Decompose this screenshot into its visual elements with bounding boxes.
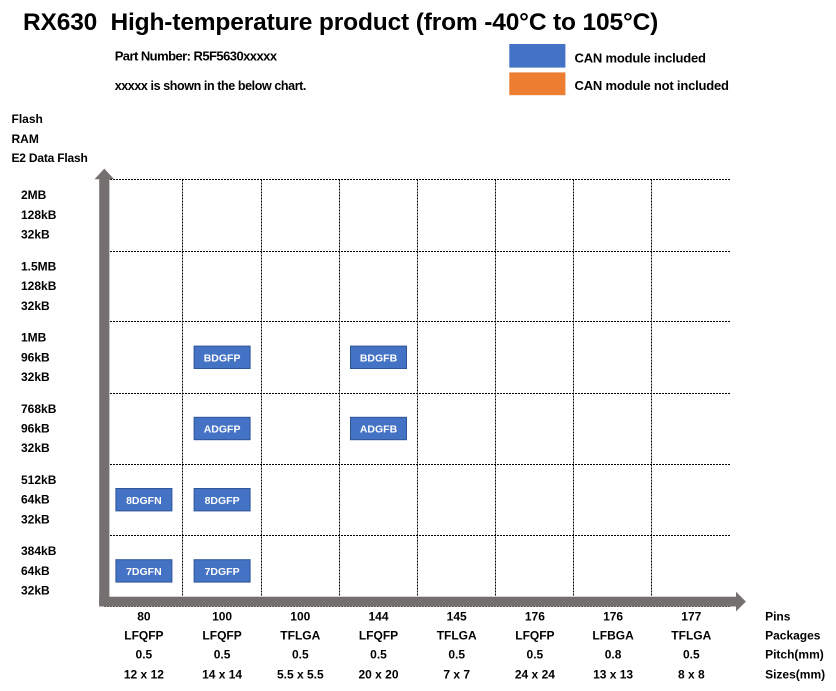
svg-text:LFQFP: LFQFP xyxy=(515,628,554,642)
svg-text:8 x 8: 8 x 8 xyxy=(678,668,705,682)
svg-text:Pins: Pins xyxy=(765,610,791,624)
svg-text:RAM: RAM xyxy=(12,132,39,146)
svg-text:0.5: 0.5 xyxy=(136,648,153,662)
svg-text:100: 100 xyxy=(212,610,232,624)
svg-text:1.5MB: 1.5MB xyxy=(21,259,57,273)
svg-text:145: 145 xyxy=(447,610,467,624)
svg-text:BDGFB: BDGFB xyxy=(360,353,398,365)
svg-text:96kB: 96kB xyxy=(21,350,50,364)
svg-text:TFLGA: TFLGA xyxy=(671,628,711,642)
svg-text:5.5 x 5.5: 5.5 x 5.5 xyxy=(277,668,324,682)
svg-text:20 x 20: 20 x 20 xyxy=(358,668,398,682)
svg-text:ADGFP: ADGFP xyxy=(204,424,241,436)
svg-text:BDGFP: BDGFP xyxy=(204,353,241,365)
svg-text:32kB: 32kB xyxy=(21,584,50,598)
svg-text:LFQFP: LFQFP xyxy=(359,628,398,642)
svg-text:7DGFP: 7DGFP xyxy=(205,566,240,578)
svg-text:0.5: 0.5 xyxy=(527,648,544,662)
svg-text:RX630 High-temperature produc: RX630 High-temperature product (from -40… xyxy=(23,9,658,36)
svg-text:0.5: 0.5 xyxy=(214,648,231,662)
svg-text:768kB: 768kB xyxy=(21,402,57,416)
svg-text:0.5: 0.5 xyxy=(448,648,465,662)
svg-text:128kB: 128kB xyxy=(21,279,57,293)
svg-text:128kB: 128kB xyxy=(21,208,57,222)
svg-text:512kB: 512kB xyxy=(21,473,57,487)
svg-text:E2 Data Flash: E2 Data Flash xyxy=(12,151,88,165)
svg-text:80: 80 xyxy=(137,610,151,624)
svg-text:1MB: 1MB xyxy=(21,331,47,345)
svg-text:0.8: 0.8 xyxy=(605,648,622,662)
svg-text:144: 144 xyxy=(368,610,388,624)
svg-text:8DGFN: 8DGFN xyxy=(126,495,162,507)
svg-text:LFQFP: LFQFP xyxy=(124,628,163,642)
svg-text:CAN module included: CAN module included xyxy=(575,50,707,65)
svg-text:7 x 7: 7 x 7 xyxy=(443,668,470,682)
svg-text:96kB: 96kB xyxy=(21,422,50,436)
svg-text:TFLGA: TFLGA xyxy=(280,628,320,642)
svg-text:100: 100 xyxy=(290,610,310,624)
svg-text:LFQFP: LFQFP xyxy=(202,628,241,642)
svg-text:384kB: 384kB xyxy=(21,544,57,558)
svg-text:Sizes(mm): Sizes(mm) xyxy=(765,668,825,682)
svg-text:24 x 24: 24 x 24 xyxy=(515,668,555,682)
svg-text:2MB: 2MB xyxy=(21,188,47,202)
svg-text:0.5: 0.5 xyxy=(292,648,309,662)
svg-text:14 x 14: 14 x 14 xyxy=(202,668,242,682)
svg-text:Part Number: R5F5630xxxxx: Part Number: R5F5630xxxxx xyxy=(115,49,278,64)
svg-text:176: 176 xyxy=(525,610,545,624)
svg-text:Flash: Flash xyxy=(12,112,43,126)
svg-text:32kB: 32kB xyxy=(21,512,50,526)
svg-text:CAN module not included: CAN module not included xyxy=(575,78,730,93)
svg-text:TFLGA: TFLGA xyxy=(437,628,477,642)
svg-text:0.5: 0.5 xyxy=(370,648,387,662)
svg-text:32kB: 32kB xyxy=(21,370,50,384)
svg-text:LFBGA: LFBGA xyxy=(592,628,634,642)
svg-text:7DGFN: 7DGFN xyxy=(126,566,162,578)
svg-text:xxxxx is shown in the below ch: xxxxx is shown in the below chart. xyxy=(115,79,306,93)
svg-text:176: 176 xyxy=(603,610,623,624)
svg-text:32kB: 32kB xyxy=(21,441,50,455)
svg-text:32kB: 32kB xyxy=(21,299,50,313)
svg-text:0.5: 0.5 xyxy=(683,648,700,662)
svg-text:Packages: Packages xyxy=(765,628,821,642)
svg-text:177: 177 xyxy=(681,610,701,624)
svg-text:64kB: 64kB xyxy=(21,493,50,507)
svg-text:ADGFB: ADGFB xyxy=(360,424,398,436)
svg-text:Pitch(mm): Pitch(mm) xyxy=(765,648,824,662)
svg-text:8DGFP: 8DGFP xyxy=(205,495,240,507)
svg-text:13 x 13: 13 x 13 xyxy=(593,668,633,682)
svg-text:32kB: 32kB xyxy=(21,228,50,242)
svg-text:12 x 12: 12 x 12 xyxy=(124,668,164,682)
svg-text:64kB: 64kB xyxy=(21,564,50,578)
